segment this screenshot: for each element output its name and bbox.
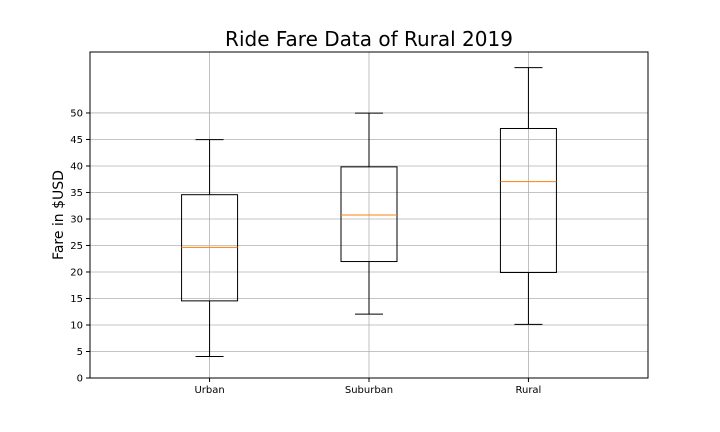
x-tick-label: Rural xyxy=(515,385,541,396)
box-series xyxy=(181,67,557,358)
y-tick-label: 10 xyxy=(70,320,83,331)
iqr-box xyxy=(340,166,398,263)
y-tick-label: 15 xyxy=(70,294,83,305)
y-tick-label: 35 xyxy=(70,188,83,199)
y-tick-label: 40 xyxy=(70,161,83,172)
iqr-box xyxy=(499,127,557,274)
y-tick-label: 20 xyxy=(70,267,83,278)
box-rural xyxy=(499,67,557,325)
chart-title: Ride Fare Data of Rural 2019 xyxy=(225,27,513,51)
y-tick-label: 30 xyxy=(70,214,83,225)
y-tick-label: 25 xyxy=(70,241,83,252)
y-tick-label: 0 xyxy=(77,374,83,385)
y-axis-label: Fare in $USD xyxy=(51,170,67,260)
box-urban xyxy=(181,139,239,358)
y-tick-label: 45 xyxy=(70,135,83,146)
x-tick-label: Urban xyxy=(194,385,224,396)
box-suburban xyxy=(340,112,398,315)
x-tick-label: Suburban xyxy=(345,385,393,396)
y-tick-label: 5 xyxy=(77,347,83,358)
y-tick-label: 50 xyxy=(70,108,83,119)
axes: 0 5 10 15 20 25 30 35 40 45 50 Urban Suburban Rural xyxy=(70,108,541,396)
